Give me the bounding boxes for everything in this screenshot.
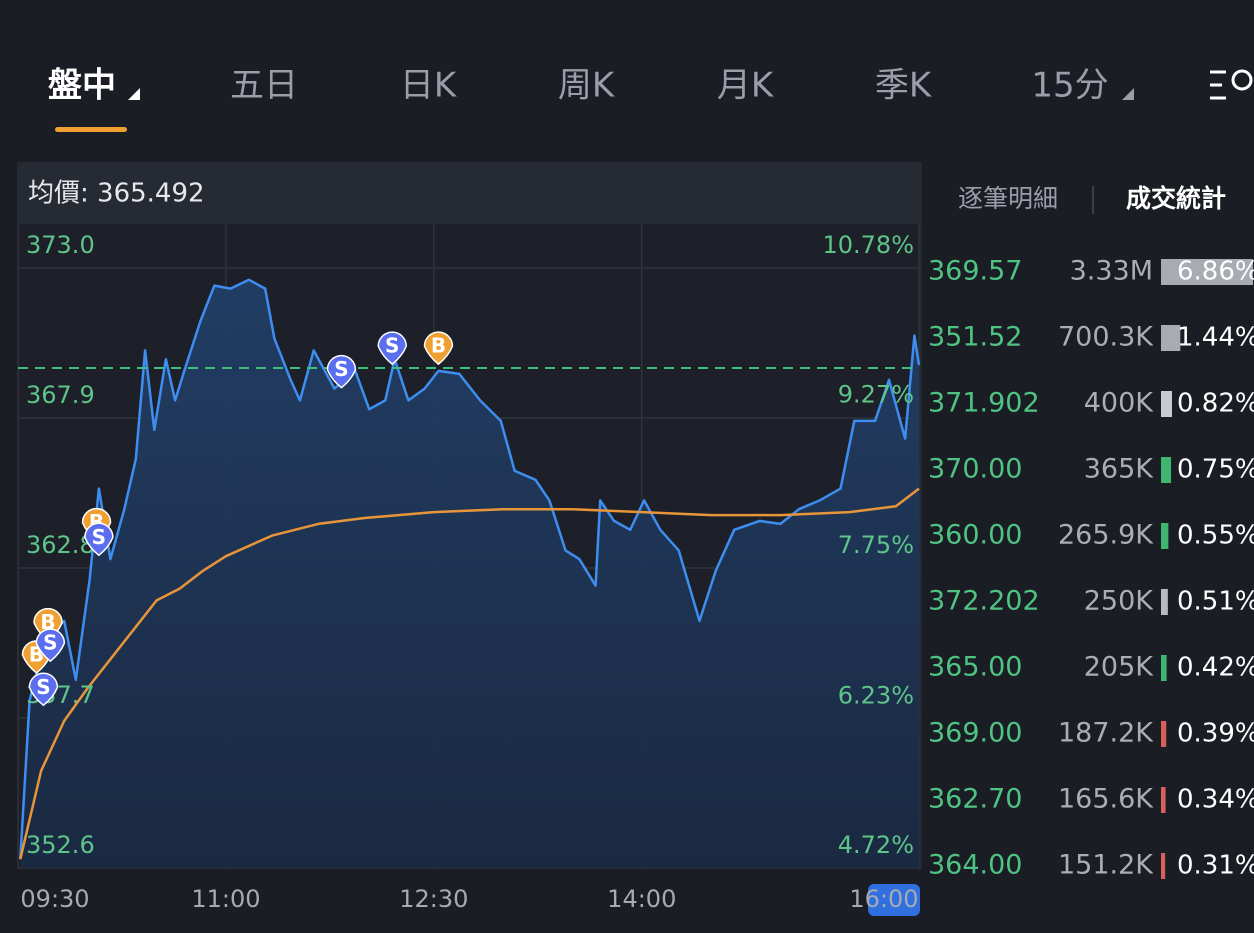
panel-tab[interactable]: 成交統計 xyxy=(1126,184,1226,213)
tab[interactable]: 盤中 xyxy=(48,66,116,106)
dropdown-arrow xyxy=(128,88,140,100)
x-tick-label: 11:00 xyxy=(191,885,260,913)
tab[interactable]: 日K xyxy=(400,66,458,106)
share-label: 0.82% xyxy=(1177,389,1254,419)
price: 365.00 xyxy=(928,652,1022,683)
price: 364.00 xyxy=(928,850,1022,881)
price: 370.00 xyxy=(928,454,1022,485)
settings-icon[interactable] xyxy=(1210,69,1253,100)
volume: 250K xyxy=(1084,586,1155,617)
price: 372.202 xyxy=(928,586,1040,617)
trade-marker xyxy=(423,331,454,366)
trade-marker-label: S xyxy=(92,525,106,549)
tab[interactable]: 月K xyxy=(717,66,775,106)
share-bar xyxy=(1161,853,1166,879)
price: 362.70 xyxy=(928,784,1022,815)
y-tick-label: 373.0 xyxy=(26,231,95,259)
x-tick-label: 16:00 xyxy=(849,885,918,913)
volume: 700.3K xyxy=(1058,322,1154,353)
y2-tick-label: 7.75% xyxy=(838,531,914,559)
dropdown-arrow xyxy=(1122,88,1134,100)
trade-marker-label: S xyxy=(385,334,399,358)
volume: 365K xyxy=(1084,454,1155,485)
share-bar xyxy=(1161,457,1172,483)
share-bar xyxy=(1161,391,1172,417)
price: 360.00 xyxy=(928,520,1022,551)
trade-marker xyxy=(326,354,357,389)
share-bar xyxy=(1161,589,1168,615)
tab-underline xyxy=(55,127,127,132)
tab[interactable]: 15分 xyxy=(1031,66,1108,106)
share-label: 6.86% xyxy=(1177,257,1254,287)
series-line xyxy=(19,278,921,860)
y2-tick-label: 10.78% xyxy=(822,231,914,259)
share-label: 1.44% xyxy=(1177,323,1254,353)
price: 351.52 xyxy=(928,322,1022,353)
share-bar xyxy=(1161,523,1169,549)
share-label: 0.75% xyxy=(1177,455,1254,485)
chart-header xyxy=(18,163,921,224)
volume: 165.6K xyxy=(1058,784,1154,815)
volume: 187.2K xyxy=(1058,718,1154,749)
share-label: 0.31% xyxy=(1177,851,1254,881)
tab[interactable]: 五日 xyxy=(230,66,298,106)
y-tick-label: 352.6 xyxy=(26,831,95,859)
y-tick-label: 367.9 xyxy=(26,381,95,409)
share-bar xyxy=(1161,721,1167,747)
price-area xyxy=(20,279,920,868)
trade-marker xyxy=(84,522,114,557)
volume: 265.9K xyxy=(1058,520,1154,551)
share-label: 0.34% xyxy=(1177,785,1254,815)
price: 371.902 xyxy=(928,388,1040,419)
trade-marker-label: S xyxy=(334,357,348,381)
volume: 205K xyxy=(1084,652,1155,683)
time-highlight xyxy=(868,884,920,916)
volume: 151.2K xyxy=(1058,850,1154,881)
share-bar xyxy=(1161,655,1167,681)
tab[interactable]: 周K xyxy=(558,66,616,106)
share-label: 0.51% xyxy=(1177,587,1254,617)
y2-tick-label: 9.27% xyxy=(838,381,914,409)
panel-tab[interactable]: 逐筆明細 xyxy=(958,184,1058,213)
trade-marker-label: B xyxy=(40,610,55,634)
share-label: 0.42% xyxy=(1177,653,1254,683)
share-bar xyxy=(1161,787,1166,813)
volume: 400K xyxy=(1084,388,1155,419)
trade-stats: 369.57 3.33M 6.86% 351.52 700.3K 1.44% 371.902… xyxy=(928,256,1254,881)
y-tick-label: 362.8 xyxy=(26,531,95,559)
trade-marker-label: B xyxy=(431,334,446,358)
share-bar xyxy=(1161,259,1253,285)
series-line xyxy=(19,487,920,860)
share-label: 0.39% xyxy=(1177,719,1254,749)
x-tick-label: 12:30 xyxy=(399,885,468,913)
trade-marker-label: S xyxy=(43,631,57,655)
trade-marker xyxy=(377,331,408,366)
trade-marker-label: S xyxy=(36,675,50,699)
trade-marker xyxy=(28,672,59,707)
x-tick-label: 09:30 xyxy=(20,885,89,913)
price: 369.57 xyxy=(928,256,1022,287)
price: 369.00 xyxy=(928,718,1022,749)
volume: 3.33M xyxy=(1070,256,1153,287)
y2-tick-label: 6.23% xyxy=(838,681,914,709)
trade-marker xyxy=(35,628,66,663)
share-label: 0.55% xyxy=(1177,521,1254,551)
chart: 373.0367.9362.8357.7352.610.78%9.27%7.75… xyxy=(17,224,921,916)
avg-price: 均價: 365.492 xyxy=(28,179,205,209)
share-bar xyxy=(1161,325,1181,351)
y2-tick-label: 4.72% xyxy=(838,831,914,859)
tab[interactable]: 季K xyxy=(875,66,933,106)
x-tick-label: 14:00 xyxy=(607,885,676,913)
